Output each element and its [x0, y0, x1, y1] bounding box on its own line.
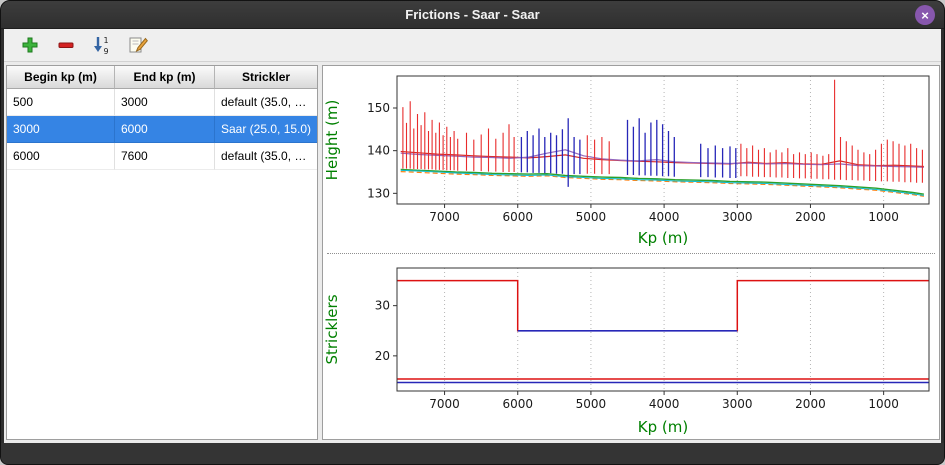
- edit-button[interactable]: [126, 33, 150, 57]
- svg-text:20: 20: [375, 349, 390, 363]
- table-row[interactable]: 3000 6000 Saar (25.0, 15.0): [7, 116, 318, 143]
- svg-text:6000: 6000: [503, 210, 534, 224]
- table-cell[interactable]: 6000: [115, 116, 215, 143]
- plus-icon: [22, 37, 38, 53]
- svg-text:9: 9: [103, 47, 108, 55]
- svg-text:30: 30: [375, 299, 390, 313]
- table-cell[interactable]: default (35.0, …: [215, 143, 318, 170]
- table-cell[interactable]: Saar (25.0, 15.0): [215, 116, 318, 143]
- window-bottom-bar: [1, 443, 944, 464]
- frictions-table: Begin kp (m) End kp (m) Strickler 500 30…: [6, 65, 319, 440]
- svg-text:7000: 7000: [429, 397, 460, 411]
- column-header-begin-kp[interactable]: Begin kp (m): [7, 66, 115, 89]
- table-cell[interactable]: default (35.0, …: [215, 89, 318, 116]
- stricklers-chart: 7000 6000 5000 4000 3000 2000 1000 20 30 Kp (m) St…: [323, 256, 940, 439]
- svg-text:5000: 5000: [576, 210, 607, 224]
- table-cell[interactable]: 6000: [7, 143, 115, 170]
- svg-text:6000: 6000: [503, 397, 534, 411]
- svg-text:4000: 4000: [649, 210, 680, 224]
- svg-text:3000: 3000: [722, 210, 753, 224]
- svg-text:140: 140: [367, 144, 390, 158]
- table-cell[interactable]: 3000: [7, 116, 115, 143]
- close-icon: ×: [921, 7, 929, 23]
- svg-text:4000: 4000: [649, 397, 680, 411]
- svg-text:2000: 2000: [795, 210, 826, 224]
- svg-text:150: 150: [367, 101, 390, 115]
- sort-button[interactable]: 1 9: [90, 33, 114, 57]
- svg-text:Kp (m): Kp (m): [638, 229, 688, 247]
- svg-text:Kp (m): Kp (m): [638, 418, 688, 436]
- window-title: Frictions - Saar - Saar: [405, 7, 540, 22]
- svg-text:7000: 7000: [429, 210, 460, 224]
- table-header-row: Begin kp (m) End kp (m) Strickler: [7, 66, 318, 89]
- table-row[interactable]: 6000 7600 default (35.0, …: [7, 143, 318, 170]
- toolbar: 1 9: [4, 29, 941, 62]
- table-row[interactable]: 500 3000 default (35.0, …: [7, 89, 318, 116]
- sort-numeric-down-icon: 1 9: [94, 36, 109, 55]
- table-empty-area: [7, 170, 318, 439]
- add-button[interactable]: [18, 33, 42, 57]
- title-bar[interactable]: Frictions - Saar - Saar ×: [1, 1, 944, 29]
- svg-text:130: 130: [367, 186, 390, 200]
- table-cell[interactable]: 7600: [115, 143, 215, 170]
- svg-text:1000: 1000: [868, 397, 899, 411]
- svg-text:2000: 2000: [795, 397, 826, 411]
- edit-pencil-icon: [129, 37, 148, 53]
- height-profile-chart: 7000 6000 5000 4000 3000 2000 1000 130 140 150 Kp …: [323, 66, 940, 250]
- svg-text:5000: 5000: [576, 397, 607, 411]
- svg-text:1000: 1000: [868, 210, 899, 224]
- column-header-strickler[interactable]: Strickler: [215, 66, 318, 89]
- svg-text:Height (m): Height (m): [323, 100, 341, 181]
- remove-button[interactable]: [54, 33, 78, 57]
- svg-text:1: 1: [103, 36, 108, 45]
- table-cell[interactable]: 500: [7, 89, 115, 116]
- close-button[interactable]: ×: [915, 5, 935, 25]
- svg-text:3000: 3000: [722, 397, 753, 411]
- column-header-end-kp[interactable]: End kp (m): [115, 66, 215, 89]
- charts-panel: 7000 6000 5000 4000 3000 2000 1000 130 140 150 Kp …: [322, 65, 941, 440]
- table-cell[interactable]: 3000: [115, 89, 215, 116]
- minus-icon: [58, 42, 74, 48]
- svg-text:Stricklers: Stricklers: [323, 294, 341, 364]
